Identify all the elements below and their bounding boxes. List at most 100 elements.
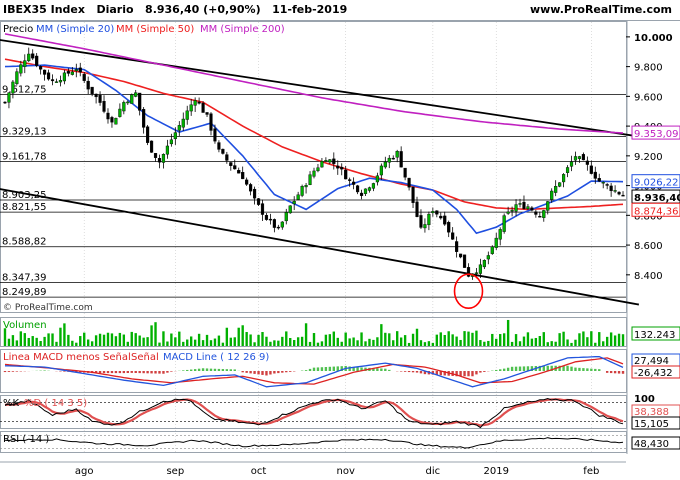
value-label: 8.936,40 (634, 193, 680, 204)
candle-down (348, 179, 352, 181)
period-label[interactable]: Diario (96, 3, 134, 16)
candle-up (482, 260, 486, 268)
candle-up (613, 190, 617, 192)
candle-down (98, 94, 102, 103)
macd-histogram-bar (110, 371, 114, 374)
candle-up (122, 102, 126, 112)
candle-down (225, 154, 229, 161)
candle-down (260, 203, 265, 215)
macd-histogram-bar (193, 369, 197, 371)
volume-bar (605, 336, 609, 346)
volume-bar (126, 341, 129, 346)
volume-bar (213, 338, 217, 346)
volume-bar (594, 342, 597, 346)
candle-up (165, 145, 170, 155)
volume-bar (90, 341, 94, 346)
stochastic-panel (0, 397, 626, 429)
macd-histogram-bar (376, 368, 379, 371)
candle-up (23, 60, 27, 67)
volume-bar (403, 335, 407, 346)
candle-up (367, 187, 372, 191)
candle-down (415, 201, 419, 217)
candle-down (352, 181, 356, 185)
candle-down (391, 157, 395, 160)
volume-bar (154, 322, 157, 346)
candle-down (149, 140, 154, 153)
macd-histogram-bar (289, 371, 292, 372)
macd-histogram-bar (98, 371, 102, 374)
volume-bar (590, 331, 593, 346)
rsi-line (4, 437, 624, 449)
candle-up (161, 153, 166, 163)
candle-down (593, 171, 597, 179)
candle-down (581, 154, 585, 161)
highlight-circle (453, 273, 484, 309)
candle-up (546, 201, 550, 211)
candle-down (336, 165, 340, 169)
sma20-line (4, 64, 624, 235)
volume-bar (217, 335, 221, 346)
volume-bar (384, 332, 387, 346)
candle-up (427, 213, 431, 226)
candle-down (90, 86, 94, 94)
volume-bar (51, 333, 54, 346)
candle-up (173, 132, 177, 140)
value-label: 9.026,22 (634, 178, 679, 189)
volume-bar (316, 342, 320, 346)
macd-histogram-bar (225, 369, 229, 371)
macd-histogram-bar (372, 368, 375, 371)
macd-signal-line (4, 357, 624, 385)
volume-bar (189, 336, 193, 346)
volume-bar (75, 342, 78, 346)
candle-up (114, 117, 118, 125)
volume-bar (554, 341, 557, 346)
macd-histogram-bar (506, 367, 510, 371)
candle-up (395, 151, 399, 158)
macd-histogram-bar (154, 371, 157, 374)
macd-histogram-bar (340, 366, 343, 371)
candle-down (256, 198, 261, 205)
volume-bar (471, 332, 474, 346)
panel-labels: Precio MM (Simple 20) MM (Simple 50) MM (Si… (3, 24, 285, 445)
macd-histogram-bar (499, 369, 502, 371)
candle-up (284, 212, 288, 222)
brand-label[interactable]: www.ProRealTime.com (529, 3, 672, 16)
candle-up (193, 100, 197, 106)
volume-bar (534, 337, 538, 346)
rsi-value-box (631, 436, 680, 450)
y-tick-label: 9.800 (634, 63, 663, 74)
y-tick-label: 9.600 (634, 92, 663, 103)
symbol-name[interactable]: IBEX35 Index (3, 3, 85, 16)
volume-panel (3, 319, 625, 346)
candle-down (530, 207, 534, 211)
volume-bar (146, 337, 149, 346)
macd-histogram-bar (546, 365, 549, 371)
volume-bar (261, 332, 264, 346)
candle-down (78, 67, 82, 73)
candle-down (146, 126, 150, 143)
candle-down (138, 92, 142, 111)
candle-up (387, 157, 391, 163)
macd-histogram-bar (586, 368, 589, 371)
volume-bar (459, 339, 462, 346)
macd-histogram-bar (403, 371, 407, 372)
candle-up (70, 71, 74, 75)
candle-down (197, 101, 201, 104)
candle-down (31, 53, 35, 59)
level-label: 8.588,82 (2, 237, 47, 248)
macd-histogram-bar (146, 371, 149, 374)
volume-bar (31, 336, 34, 346)
volume-bar (332, 331, 335, 346)
candle-down (241, 172, 245, 180)
volume-bar (467, 331, 470, 346)
candle-down (249, 184, 253, 192)
macd-histogram-bar (257, 371, 260, 375)
macd-histogram-bar (502, 368, 506, 371)
candle-up (288, 205, 292, 214)
candle-up (510, 210, 514, 212)
macd-histogram-bar (443, 371, 446, 376)
volume-bar (407, 342, 411, 346)
stoch-k-label: %K (3, 398, 20, 409)
candle-down (419, 215, 423, 228)
